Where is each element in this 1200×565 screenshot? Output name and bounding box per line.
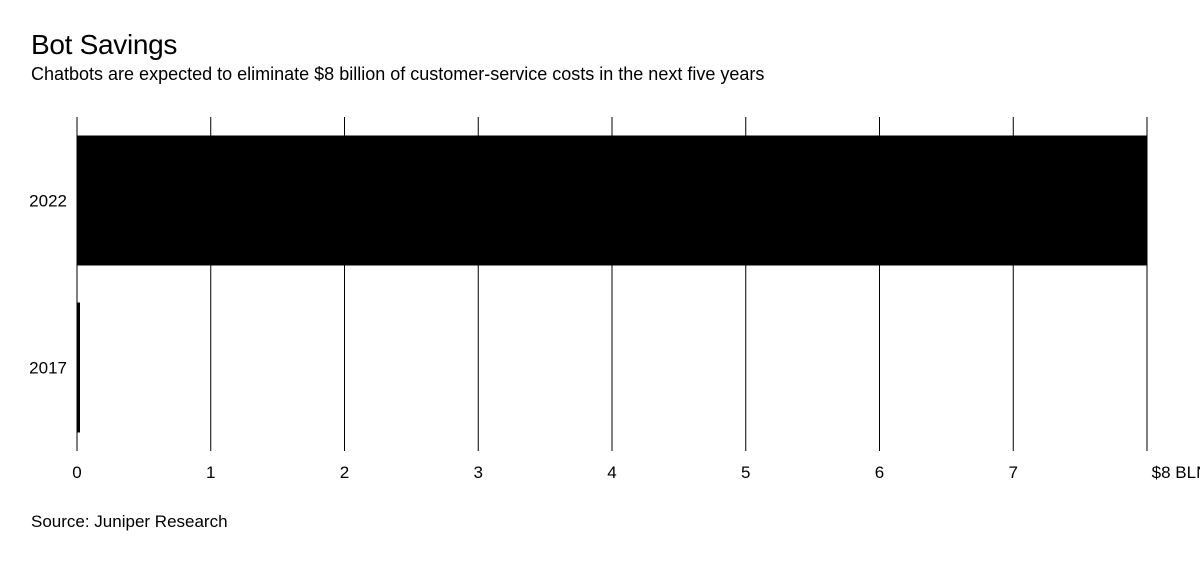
x-tick-label-5: 5 bbox=[741, 463, 750, 482]
bar-2022 bbox=[77, 135, 1147, 266]
bars bbox=[77, 135, 1147, 433]
x-tick-label-6: 6 bbox=[875, 463, 884, 482]
x-axis-tick-labels: 0 1 2 3 4 5 6 7 $8 BLN bbox=[72, 463, 1200, 482]
source-note: Source: Juniper Research bbox=[31, 512, 228, 531]
x-tick-label-2: 2 bbox=[340, 463, 349, 482]
category-labels: 2022 2017 bbox=[29, 192, 67, 378]
x-tick-label-3: 3 bbox=[474, 463, 483, 482]
x-tick-label-7: 7 bbox=[1009, 463, 1018, 482]
x-tick-label-0: 0 bbox=[72, 463, 81, 482]
x-tick-label-4: 4 bbox=[607, 463, 616, 482]
x-tick-label-8: $8 BLN bbox=[1152, 463, 1200, 482]
bar-2017 bbox=[77, 302, 80, 433]
chart-subtitle: Chatbots are expected to eliminate $8 bi… bbox=[31, 64, 765, 84]
category-label-2022: 2022 bbox=[29, 192, 67, 211]
category-label-2017: 2017 bbox=[29, 359, 67, 378]
chart-title: Bot Savings bbox=[31, 29, 178, 60]
x-tick-label-1: 1 bbox=[206, 463, 215, 482]
